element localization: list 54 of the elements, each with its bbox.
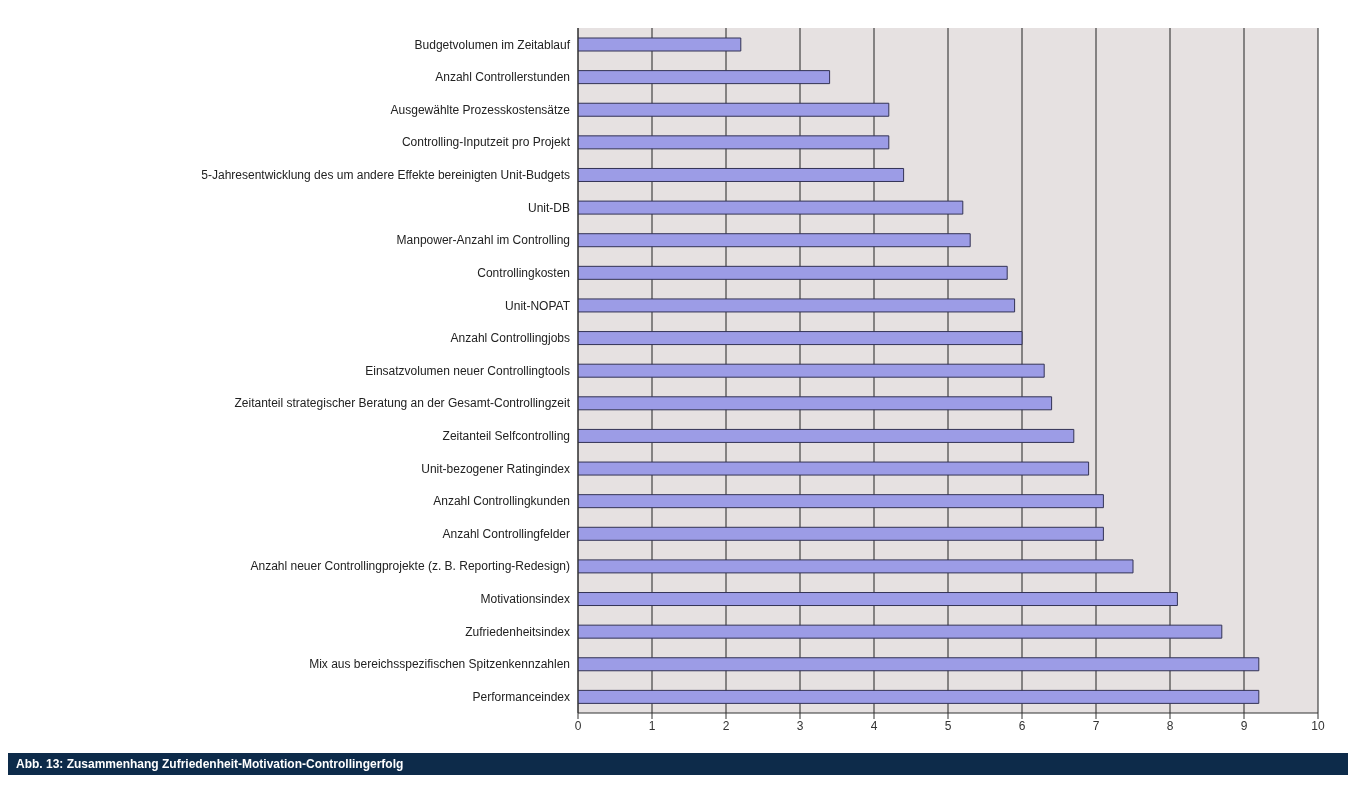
x-tick-label: 9 bbox=[1240, 718, 1248, 733]
x-tick-label: 5 bbox=[944, 718, 952, 733]
bar bbox=[578, 592, 1178, 607]
y-tick-label: Ausgewählte Prozesskostensätze bbox=[390, 102, 571, 117]
x-tick-label: 1 bbox=[648, 718, 656, 733]
y-tick-label: 5-Jahresentwicklung des um andere Effekte bereinigten Unit-Budgets bbox=[201, 168, 570, 183]
y-tick-label: Anzahl Controllingkunden bbox=[433, 494, 570, 509]
bar bbox=[578, 233, 971, 248]
y-tick-label: Performanceindex bbox=[472, 689, 570, 704]
bar bbox=[578, 494, 1104, 509]
caption: Abb. 13: Zusammenhang Zufriedenheit-Motivation-Controllingerfolg bbox=[8, 753, 1348, 775]
bar bbox=[578, 624, 1223, 639]
y-tick-label: Controllingkosten bbox=[477, 265, 570, 280]
y-tick-label: Unit-DB bbox=[527, 200, 570, 215]
y-tick-label: Controlling-Inputzeit pro Projekt bbox=[401, 135, 571, 150]
y-tick-label: Zeitanteil strategischer Beratung an der Gesamt-Controllingzeit bbox=[234, 396, 571, 411]
bar bbox=[578, 200, 964, 215]
y-tick-label: Anzahl Controllingjobs bbox=[450, 331, 570, 346]
y-tick-label: Einsatzvolumen neuer Controllingtools bbox=[365, 363, 570, 378]
bar bbox=[578, 102, 890, 117]
bar bbox=[578, 70, 831, 85]
bar bbox=[578, 559, 1134, 574]
bar bbox=[578, 461, 1090, 476]
bar bbox=[578, 331, 1023, 346]
y-tick-label: Anzahl Controllerstunden bbox=[435, 70, 570, 85]
bar bbox=[578, 265, 1008, 280]
bar bbox=[578, 135, 890, 150]
bar bbox=[578, 396, 1053, 411]
y-tick-label: Anzahl Controllingfelder bbox=[442, 526, 570, 541]
y-tick-label: Mix aus bereichsspezifischen Spitzenkennzahlen bbox=[309, 657, 570, 672]
y-tick-label: Zeitanteil Selfcontrolling bbox=[442, 429, 570, 443]
x-tick-label: 4 bbox=[870, 718, 878, 733]
bar bbox=[578, 298, 1016, 313]
y-tick-label: Unit-NOPAT bbox=[505, 298, 571, 313]
bar bbox=[578, 363, 1045, 378]
y-tick-label: Manpower-Anzahl im Controlling bbox=[396, 233, 570, 248]
bar bbox=[578, 689, 1260, 704]
x-tick-label: 0 bbox=[574, 718, 582, 733]
y-tick-label: Unit-bezogener Ratingindex bbox=[421, 461, 570, 476]
x-tick-label: 3 bbox=[796, 718, 804, 733]
y-tick-label: Anzahl neuer Controllingprojekte (z. B. Reporting-Redesign) bbox=[250, 559, 570, 574]
x-tick-label: 6 bbox=[1018, 718, 1026, 733]
y-tick-label: Zufriedenheitsindex bbox=[465, 624, 570, 639]
bar bbox=[578, 167, 905, 182]
x-tick-label: 2 bbox=[722, 718, 730, 733]
y-tick-label: Budgetvolumen im Zeitablauf bbox=[414, 37, 571, 52]
bar bbox=[578, 428, 1075, 443]
x-tick-label: 10 bbox=[1311, 718, 1325, 733]
y-tick-label: Motivationsindex bbox=[480, 592, 570, 607]
bar bbox=[578, 657, 1260, 672]
x-tick-label: 8 bbox=[1166, 718, 1174, 733]
x-tick-label: 7 bbox=[1092, 718, 1100, 733]
bar bbox=[578, 37, 742, 52]
bar bbox=[578, 526, 1104, 541]
